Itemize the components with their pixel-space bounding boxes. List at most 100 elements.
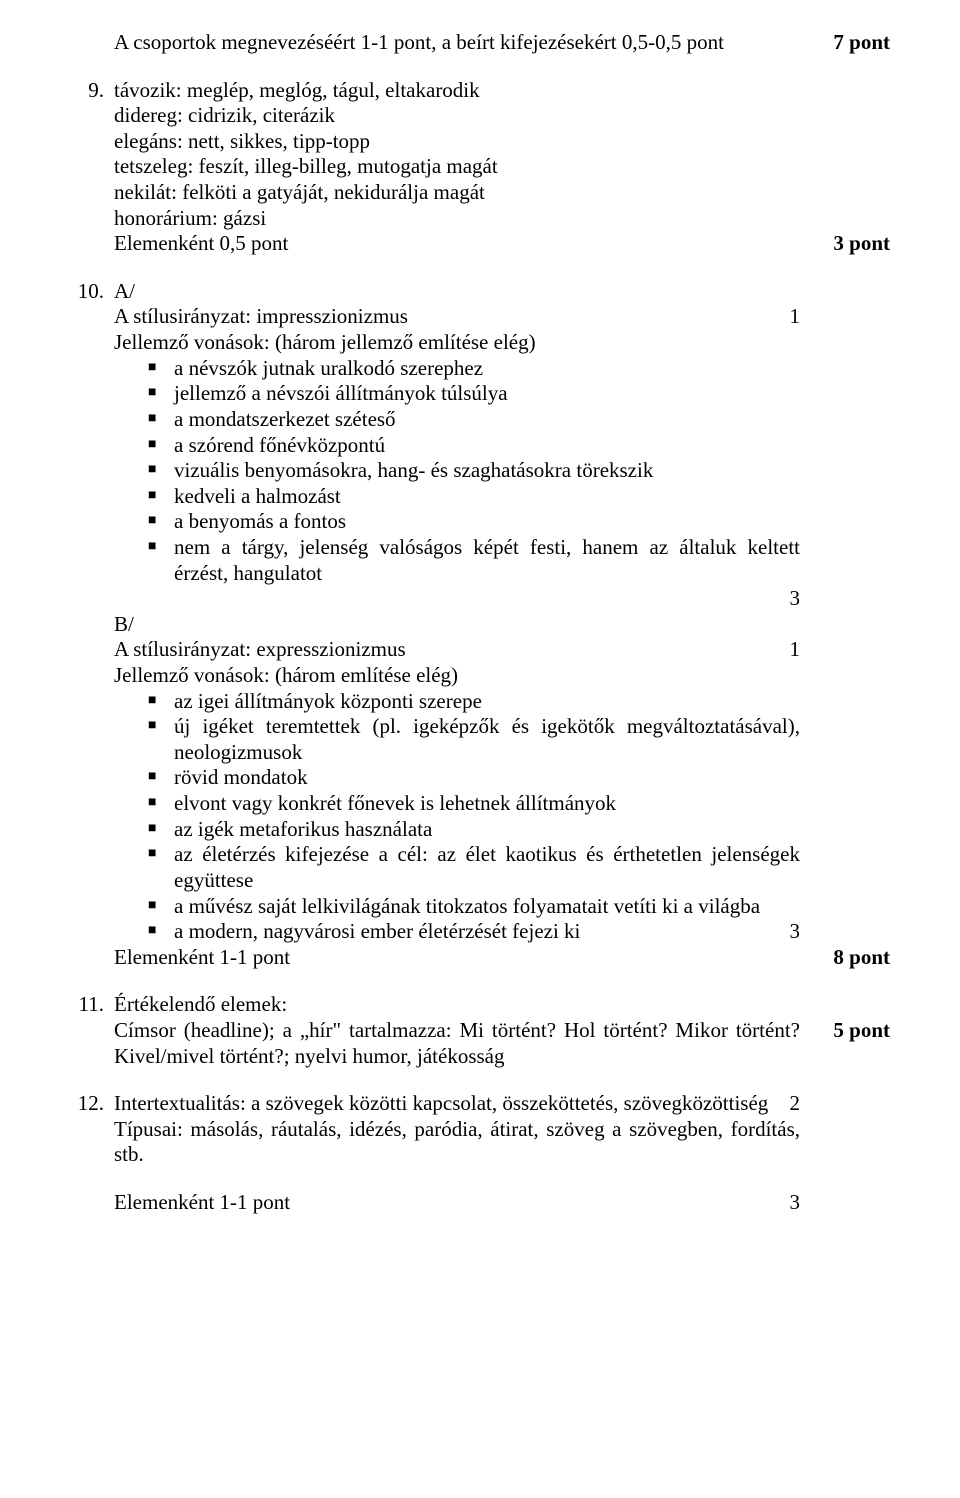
inline-score: 3 xyxy=(770,919,800,945)
item-score: 5 pont xyxy=(800,1018,890,1044)
list-item: ■új igéket teremtettek (pl. igeképzők és… xyxy=(114,714,800,765)
list-item-text: az életérzés kifejezése a cél: az élet k… xyxy=(174,842,800,893)
section-a-sub: Jellemző vonások: (három jellemző említé… xyxy=(114,330,800,356)
text: A stílusirányzat: impresszionizmus xyxy=(114,304,770,330)
bullet-icon: ■ xyxy=(148,484,174,504)
bullet-icon: ■ xyxy=(148,817,174,837)
inline-score: 2 xyxy=(770,1091,800,1117)
item-number: 11. xyxy=(60,992,114,1018)
bullet-icon: ■ xyxy=(148,407,174,427)
item-score: 3 pont xyxy=(800,231,890,257)
inline-score: 1 xyxy=(770,637,800,663)
bullet-icon: ■ xyxy=(148,356,174,376)
list-item: ■rövid mondatok xyxy=(114,765,800,791)
item-11: 11. Értékelendő elemek: xyxy=(60,992,890,1018)
list-item: ■ a modern, nagyvárosi ember életérzését… xyxy=(114,919,800,945)
list-item-text: elvont vagy konkrét főnevek is lehetnek … xyxy=(174,791,800,817)
line: honorárium: gázsi xyxy=(114,206,800,232)
text: Intertextualitás: a szövegek közötti kap… xyxy=(114,1091,770,1117)
item-score: 8 pont xyxy=(800,945,890,971)
list-item-text: új igéket teremtettek (pl. igeképzők és … xyxy=(174,714,800,765)
inline-score: 3 xyxy=(770,1190,800,1216)
bullet-icon: ■ xyxy=(148,765,174,785)
list-item-text: kedveli a halmozást xyxy=(174,484,800,510)
inline-score: 1 xyxy=(770,304,800,330)
item-10: 10. A/ A stílusirányzat: impresszionizmu… xyxy=(60,279,890,945)
item-9: 9. távozik: meglép, meglóg, tágul, eltak… xyxy=(60,78,890,232)
section-a-label: A/ xyxy=(114,279,800,305)
line: távozik: meglép, meglóg, tágul, eltakaro… xyxy=(114,78,800,104)
bullet-icon: ■ xyxy=(148,842,174,862)
item-12: 12. Intertextualitás: a szövegek közötti… xyxy=(60,1091,890,1168)
line: Intertextualitás: a szövegek közötti kap… xyxy=(114,1091,800,1117)
bullet-icon: ■ xyxy=(148,919,174,939)
list-item-text: rövid mondatok xyxy=(174,765,800,791)
item-number: 9. xyxy=(60,78,114,104)
list-item-text: az igék metaforikus használata xyxy=(174,817,800,843)
line: nekilát: felköti a gatyáját, nekidurálja… xyxy=(114,180,800,206)
list-item-text: a szórend főnévközpontú xyxy=(174,433,800,459)
list-item: ■jellemző a névszói állítmányok túlsúlya xyxy=(114,381,800,407)
document-page: A csoportok megnevezéséért 1-1 pont, a b… xyxy=(0,0,960,1498)
list-item-text: a benyomás a fontos xyxy=(174,509,800,535)
item-10-tail: Elemenként 1-1 pont 8 pont xyxy=(60,945,890,971)
text: A stílusirányzat: expresszionizmus xyxy=(114,637,770,663)
section-b-label: B/ xyxy=(114,612,800,638)
list-item: ■az igék metaforikus használata xyxy=(114,817,800,843)
scoring-note-row: Elemenként 1-1 pont 3 xyxy=(114,1190,800,1216)
inline-score: 3 xyxy=(770,586,800,612)
item-text: A csoportok megnevezéséért 1-1 pont, a b… xyxy=(114,30,800,56)
list-item-text: a művész saját lelkivilágának titokzatos… xyxy=(174,894,800,920)
item-11-line2: Címsor (headline); a „hír" tartalmazza: … xyxy=(60,1018,890,1069)
item-body: Értékelendő elemek: xyxy=(114,992,800,1018)
list-item: ■a mondatszerkezet széteső xyxy=(114,407,800,433)
line: tetszeleg: feszít, illeg-billeg, mutogat… xyxy=(114,154,800,180)
list-item: ■kedveli a halmozást xyxy=(114,484,800,510)
item-number: 12. xyxy=(60,1091,114,1117)
bullet-icon: ■ xyxy=(148,458,174,478)
line: Típusai: másolás, ráutalás, idézés, paró… xyxy=(114,1117,800,1168)
bullet-icon: ■ xyxy=(148,509,174,529)
list-item: ■a névszók jutnak uralkodó szerephez xyxy=(114,356,800,382)
scoring-note: Elemenként 0,5 pont xyxy=(114,231,800,257)
list-item: ■a szórend főnévközpontú xyxy=(114,433,800,459)
list-item: ■az életérzés kifejezése a cél: az élet … xyxy=(114,842,800,893)
list-item-text: nem a tárgy, jelenség valóságos képét fe… xyxy=(174,535,800,586)
item-body: Intertextualitás: a szövegek közötti kap… xyxy=(114,1091,800,1168)
bullet-icon: ■ xyxy=(148,381,174,401)
section-a-head: A stílusirányzat: impresszionizmus 1 xyxy=(114,304,800,330)
item-number: 10. xyxy=(60,279,114,305)
scoring-note: Elemenként 1-1 pont xyxy=(114,1190,770,1216)
line: Címsor (headline); a „hír" tartalmazza: … xyxy=(114,1018,800,1069)
item-body: távozik: meglép, meglóg, tágul, eltakaro… xyxy=(114,78,800,232)
list-item: ■nem a tárgy, jelenség valóságos képét f… xyxy=(114,535,800,586)
scoring-note: Elemenként 1-1 pont xyxy=(114,945,800,971)
section-a-score: 3 xyxy=(114,586,800,612)
list-item-text: a modern, nagyvárosi ember életérzését f… xyxy=(174,919,770,945)
list-item-text: a névszók jutnak uralkodó szerephez xyxy=(174,356,800,382)
bullet-icon: ■ xyxy=(148,689,174,709)
bullet-icon: ■ xyxy=(148,791,174,811)
list-item-text: a mondatszerkezet széteső xyxy=(174,407,800,433)
list-item: ■elvont vagy konkrét főnevek is lehetnek… xyxy=(114,791,800,817)
bullet-icon: ■ xyxy=(148,433,174,453)
bullet-icon: ■ xyxy=(148,894,174,914)
line: elegáns: nett, sikkes, tipp-topp xyxy=(114,129,800,155)
bullet-icon: ■ xyxy=(148,714,174,734)
list-item: ■a művész saját lelkivilágának titokzato… xyxy=(114,894,800,920)
item-score: 7 pont xyxy=(800,30,890,56)
list-item-text: az igei állítmányok központi szerepe xyxy=(174,689,800,715)
bullet-icon: ■ xyxy=(148,535,174,555)
list-item: ■az igei állítmányok központi szerepe xyxy=(114,689,800,715)
item-8: A csoportok megnevezéséért 1-1 pont, a b… xyxy=(60,30,890,56)
line: Értékelendő elemek: xyxy=(114,992,800,1018)
section-b-sub: Jellemző vonások: (három említése elég) xyxy=(114,663,800,689)
list-item-text: jellemző a névszói állítmányok túlsúlya xyxy=(174,381,800,407)
list-item: ■a benyomás a fontos xyxy=(114,509,800,535)
line: didereg: cidrizik, citerázik xyxy=(114,103,800,129)
list-item: ■vizuális benyomásokra, hang- és szaghat… xyxy=(114,458,800,484)
list-item-text: vizuális benyomásokra, hang- és szaghatá… xyxy=(174,458,800,484)
item-9-tail: Elemenként 0,5 pont 3 pont xyxy=(60,231,890,257)
section-b-head: A stílusirányzat: expresszionizmus 1 xyxy=(114,637,800,663)
item-body: A/ A stílusirányzat: impresszionizmus 1 … xyxy=(114,279,800,945)
